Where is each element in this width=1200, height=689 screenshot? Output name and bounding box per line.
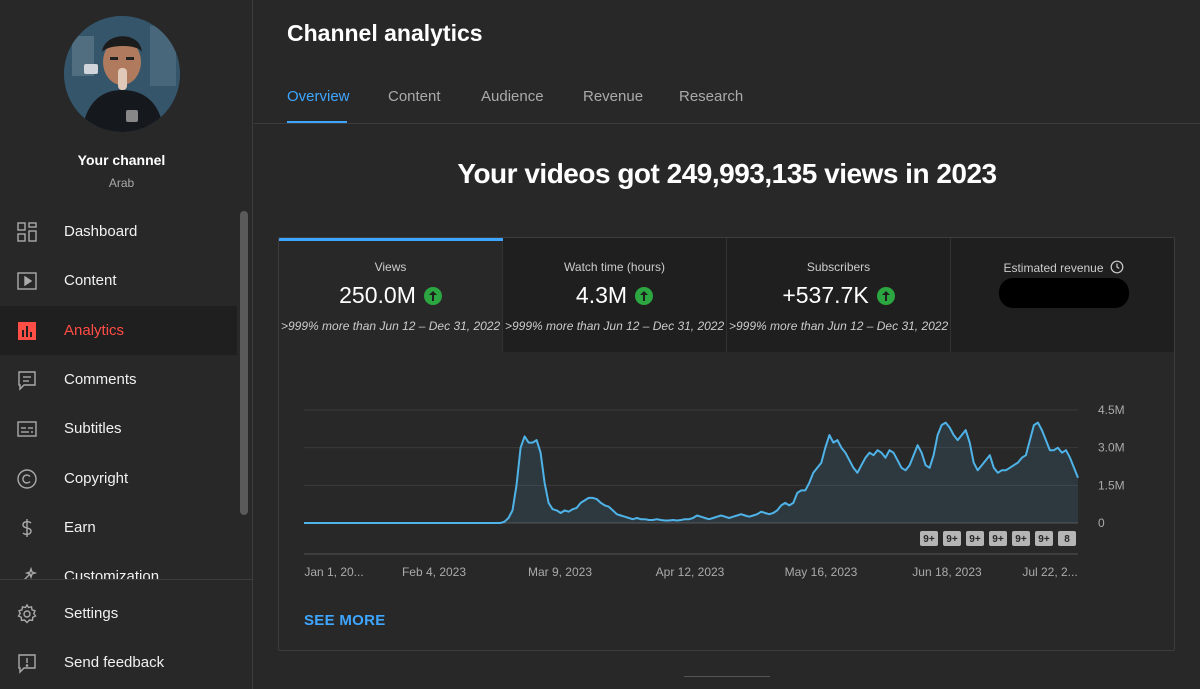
- sidebar-item-label: Send feedback: [64, 654, 165, 671]
- sidebar-item-label: Customization: [64, 568, 160, 579]
- sidebar-scrollbar[interactable]: [240, 211, 248, 515]
- active-tab-indicator: [287, 121, 347, 124]
- channel-avatar[interactable]: [64, 16, 180, 132]
- comments-icon: [16, 369, 38, 391]
- sidebar-item-label: Copyright: [64, 470, 129, 487]
- sidebar-item-label: Analytics: [64, 322, 125, 339]
- tab-content[interactable]: Content: [388, 88, 441, 105]
- gear-icon: [16, 603, 38, 625]
- channel-handle: Arab: [108, 176, 135, 190]
- redacted-value: [999, 278, 1129, 308]
- see-more-link[interactable]: SEE MORE: [304, 612, 386, 629]
- metric-value: 250.0M: [339, 282, 416, 308]
- metric-label: Subscribers: [806, 260, 871, 274]
- scroll-indicator: [684, 676, 770, 677]
- metric-comparison: >999% more than Jun 12 – Dec 31, 2022: [729, 319, 949, 333]
- sidebar-item-settings[interactable]: Settings: [0, 589, 237, 638]
- metric-comparison: >999% more than Jun 12 – Dec 31, 2022: [281, 319, 501, 333]
- sidebar-item-send-feedback[interactable]: Send feedback: [0, 638, 237, 687]
- arrow-up-icon: [876, 286, 895, 305]
- tab-overview[interactable]: Overview: [287, 88, 350, 105]
- sidebar-item-analytics[interactable]: Analytics: [0, 306, 237, 355]
- avatar-photo: [64, 16, 180, 132]
- metric-views[interactable]: Views 250.0M >999% more than Jun 12 – De…: [279, 238, 503, 352]
- metric-estimated-revenue[interactable]: Estimated revenue: [951, 238, 1174, 352]
- page-title: Channel analytics: [287, 20, 483, 46]
- sidebar: Your channel Arab Dashboard Content Anal…: [0, 0, 253, 689]
- tab-research[interactable]: Research: [679, 88, 744, 105]
- sidebar-item-label: Content: [64, 272, 117, 289]
- earn-icon: [16, 517, 38, 539]
- metric-watch-time[interactable]: Watch time (hours) 4.3M >999% more than …: [503, 238, 727, 352]
- clock-icon: [1110, 260, 1123, 274]
- channel-name[interactable]: Your channel: [77, 152, 166, 168]
- arrow-up-icon: [423, 286, 442, 305]
- sidebar-item-label: Earn: [64, 519, 96, 536]
- tab-revenue[interactable]: Revenue: [583, 88, 644, 105]
- tab-audience[interactable]: Audience: [481, 88, 544, 105]
- content-icon: [16, 270, 38, 292]
- metric-value: +537.7K: [782, 282, 869, 308]
- sidebar-item-earn[interactable]: Earn: [0, 503, 237, 552]
- analytics-icon: [16, 320, 38, 342]
- sidebar-item-content[interactable]: Content: [0, 256, 237, 305]
- sidebar-item-copyright[interactable]: Copyright: [0, 454, 237, 503]
- metric-subscribers[interactable]: Subscribers +537.7K >999% more than Jun …: [727, 238, 951, 352]
- sidebar-item-customization[interactable]: Customization: [0, 552, 237, 579]
- sidebar-item-label: Dashboard: [64, 223, 138, 240]
- metric-label: Watch time (hours): [564, 260, 665, 274]
- tabs-divider: [254, 123, 1200, 124]
- dashboard-icon: [16, 221, 38, 243]
- metric-label: Views: [374, 260, 407, 274]
- sidebar-divider: [0, 579, 253, 580]
- sidebar-item-label: Settings: [64, 605, 119, 622]
- sidebar-item-comments[interactable]: Comments: [0, 355, 237, 404]
- metric-comparison: >999% more than Jun 12 – Dec 31, 2022: [505, 319, 725, 333]
- overview-card: Views 250.0M >999% more than Jun 12 – De…: [278, 237, 1175, 651]
- sidebar-item-subtitles[interactable]: Subtitles: [0, 404, 237, 453]
- metric-label: Estimated revenue: [951, 260, 1174, 275]
- sidebar-item-label: Subtitles: [64, 420, 122, 437]
- subtitles-icon: [16, 418, 38, 440]
- feedback-icon: [16, 652, 38, 674]
- customization-icon: [16, 566, 38, 579]
- metric-label-text: Estimated revenue: [1003, 261, 1104, 275]
- sidebar-item-dashboard[interactable]: Dashboard: [0, 207, 237, 256]
- metric-value: 4.3M: [575, 282, 628, 308]
- sidebar-item-label: Comments: [64, 371, 137, 388]
- summary-headline: Your videos got 249,993,135 views in 202…: [457, 158, 997, 189]
- arrow-up-icon: [635, 286, 654, 305]
- copyright-icon: [16, 468, 38, 490]
- sidebar-nav: Dashboard Content Analytics Comments Sub…: [0, 207, 237, 579]
